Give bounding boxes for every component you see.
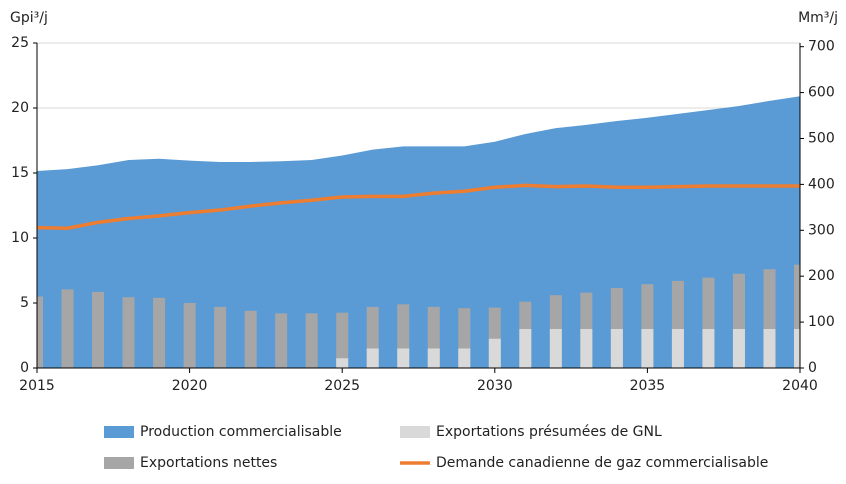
y2-tick-label: 400 [808, 176, 835, 192]
x-tick-label: 2030 [477, 378, 513, 394]
x-tick-label: 2025 [324, 378, 360, 394]
legend-swatch [104, 457, 134, 469]
x-tick-label: 2040 [782, 378, 818, 394]
y-tick-label: 5 [20, 295, 29, 311]
bar [92, 291, 105, 368]
y2-tick-label: 700 [808, 39, 835, 55]
bar [763, 329, 776, 368]
y2-tick-label: 300 [808, 222, 835, 238]
bar [794, 329, 800, 368]
bar [732, 329, 745, 368]
bar [366, 348, 379, 368]
legend-label: Production commercialisable [140, 424, 342, 440]
bar [641, 329, 654, 368]
y-tick-label: 10 [11, 230, 29, 246]
y2-tick-label: 600 [808, 85, 835, 101]
y-tick-label: 15 [11, 165, 29, 181]
x-tick-label: 2035 [630, 378, 666, 394]
bar [61, 289, 74, 368]
bar [275, 313, 288, 368]
y-axis-label: Gpi³/j [10, 10, 48, 26]
legend-swatch [104, 426, 134, 438]
x-tick-label: 2020 [172, 378, 208, 394]
bar [549, 329, 562, 368]
bar [37, 296, 43, 368]
bar [336, 358, 349, 368]
area [37, 96, 800, 368]
bar [397, 348, 410, 368]
y2-tick-label: 100 [808, 314, 835, 330]
bar [336, 312, 349, 368]
bar [458, 348, 471, 368]
bar [214, 306, 227, 368]
y2-tick-label: 200 [808, 268, 835, 284]
bar [794, 264, 800, 368]
bar [122, 297, 135, 368]
bar [610, 329, 623, 368]
y2-axis-label: Mm³/j [798, 10, 838, 26]
bar [580, 329, 593, 368]
legend-label: Demande canadienne de gaz commercialisab… [436, 455, 768, 471]
y2-tick-label: 500 [808, 130, 835, 146]
bar [671, 329, 684, 368]
y-tick-label: 25 [11, 35, 29, 51]
y-tick-label: 20 [11, 100, 29, 116]
x-tick-label: 2015 [19, 378, 55, 394]
bar [153, 297, 166, 368]
bar [244, 310, 257, 368]
line [37, 183, 800, 231]
bar [183, 303, 196, 368]
y2-tick-label: 0 [808, 360, 817, 376]
legend-swatch [400, 426, 430, 438]
bar [488, 338, 501, 368]
bar [427, 348, 440, 368]
bar [519, 329, 532, 368]
legend-label: Exportations présumées de GNL [436, 424, 662, 440]
y-tick-label: 0 [20, 360, 29, 376]
bar [702, 329, 715, 368]
legend-label: Exportations nettes [140, 455, 277, 471]
bar [305, 313, 318, 368]
plot-area [37, 96, 800, 368]
